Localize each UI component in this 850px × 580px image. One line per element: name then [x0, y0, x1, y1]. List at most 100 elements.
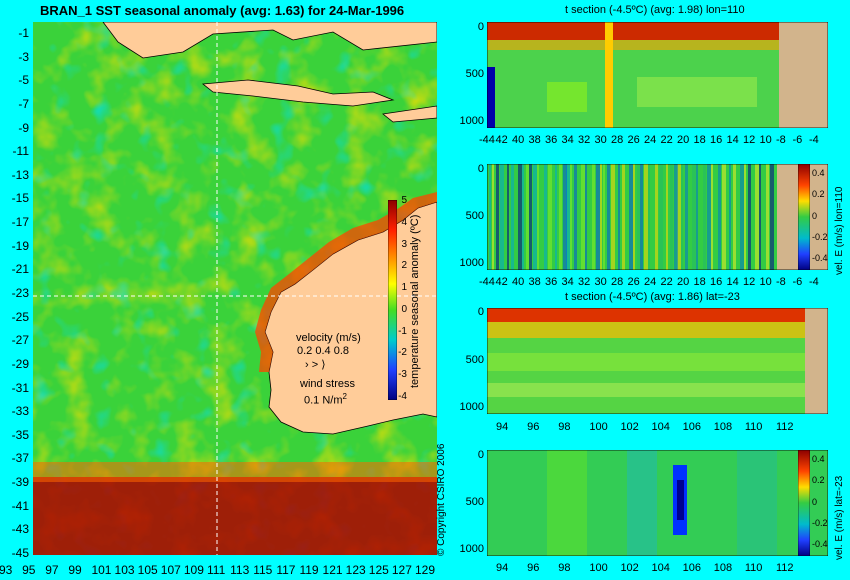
vel-stripe	[537, 164, 539, 270]
map-colorbar-tick: 1	[401, 282, 407, 294]
wind-stress-value: 0.1 N/m2	[304, 392, 347, 407]
map-lon-tick: 111	[207, 563, 226, 577]
section-xtick: -4	[809, 276, 819, 288]
map-lat-tick: -3	[18, 49, 29, 64]
section-xtick: 104	[651, 421, 670, 433]
vel-stripe	[770, 164, 774, 270]
section-xtick: 24	[644, 276, 657, 288]
vel-colorbar-tick: 0.2	[812, 189, 825, 200]
map-southern-transition	[33, 462, 437, 482]
section-xtick: 14	[726, 134, 739, 146]
vel-stripe	[492, 164, 494, 270]
map-lon-tick: 123	[345, 563, 366, 577]
map-lat-tick: -25	[11, 309, 29, 324]
section-xtick: 94	[496, 562, 509, 574]
vel-stripe	[533, 164, 537, 270]
map-colorbar	[388, 200, 397, 400]
vel-colorbar-tick: -0.2	[812, 517, 828, 528]
vel-stripe	[507, 164, 509, 270]
map-southern-warm-band	[33, 477, 437, 555]
section-xtick: -6	[792, 134, 803, 146]
map-lon-tick: 103	[114, 563, 135, 577]
section-xtick: 96	[527, 562, 540, 574]
section-xtick: 26	[627, 134, 640, 146]
section-xtick: 16	[710, 134, 723, 146]
vel-stripe	[574, 164, 577, 270]
section-xtick: -44	[479, 134, 495, 146]
section-xtick: 30	[594, 134, 607, 146]
sst-anomaly-map	[33, 22, 437, 555]
map-lon-tick: 107	[160, 563, 181, 577]
map-lat-tick: -13	[11, 167, 29, 182]
vel-colorbar-tick: 0	[812, 496, 818, 507]
section-xtick: 28	[611, 276, 624, 288]
map-land-timor	[382, 105, 437, 123]
map-lat-tick: -11	[12, 144, 29, 159]
section-ytick: 500	[465, 496, 484, 508]
vel-stripe	[755, 164, 759, 270]
vel-stripe	[629, 164, 633, 270]
section-xtick: 110	[744, 562, 763, 574]
section-ytick: 500	[465, 68, 484, 80]
vel-colorbar-tick: 0.2	[812, 475, 825, 486]
vel-lat-colorbar	[798, 450, 810, 556]
section-xtick: 42	[495, 276, 508, 288]
map-lat-tick: -37	[11, 451, 29, 466]
section-xtick: -4	[809, 134, 819, 146]
section-ytick: 500	[465, 210, 484, 222]
section-xtick: 10	[759, 276, 772, 288]
section-xtick: 36	[545, 276, 558, 288]
map-colorbar-tick: -4	[398, 391, 407, 402]
map-lat-tick: -7	[18, 96, 29, 111]
map-colorbar-tick: -3	[398, 369, 407, 381]
vel-stripe	[740, 164, 744, 270]
map-lon-tick: 115	[253, 563, 273, 577]
map-lon-tick: 121	[322, 563, 343, 577]
map-land-indonesia	[102, 22, 437, 59]
section-xtick: 42	[495, 134, 508, 146]
vel-colorbar-tick: 0.4	[812, 168, 825, 178]
map-lon-tick: 97	[45, 563, 59, 577]
vel-stripe	[674, 164, 678, 270]
vel-stripe	[555, 164, 557, 270]
map-lon-tick: 113	[230, 563, 250, 577]
map-colorbar-tick: 3	[401, 238, 407, 250]
section-vel-lat-plot	[487, 450, 828, 556]
section-xtick: -6	[792, 276, 803, 288]
vel-stripe	[548, 164, 552, 270]
section-ytick: 0	[477, 449, 484, 461]
section-xtick: 18	[693, 276, 706, 288]
section-xtick: 102	[620, 421, 639, 433]
vel-stripe	[640, 164, 643, 270]
section-xtick: 112	[776, 562, 794, 574]
map-lat-tick: -9	[18, 120, 29, 135]
section-xtick: 38	[528, 134, 541, 146]
section-temp-lon-title: t section (-4.5ºC) (avg: 1.98) lon=110	[565, 4, 745, 16]
map-lat-tick: -23	[11, 286, 29, 300]
section-xtick: 100	[589, 421, 608, 433]
vel-stripe	[666, 164, 668, 270]
section-xtick: 32	[578, 276, 591, 288]
vel-stripe	[563, 164, 567, 270]
vel-colorbar-tick: -0.2	[812, 231, 828, 242]
map-colorbar-tick: -2	[398, 347, 407, 359]
vel-stripe	[670, 164, 673, 270]
map-lon-tick: 129	[415, 563, 436, 577]
vel-stripe	[566, 164, 570, 270]
velocity-arrows: › > ⟩	[305, 359, 326, 371]
vel-stripe	[618, 164, 620, 270]
vel-colorbar-tick: 0	[812, 210, 818, 221]
vel-stripe	[655, 164, 658, 270]
map-lon-tick: 99	[68, 563, 82, 577]
velocity-values: 0.2 0.4 0.8	[297, 345, 349, 357]
map-colorbar-tick: -1	[398, 325, 407, 337]
vel-stripe	[759, 164, 761, 270]
section-xtick: 24	[644, 134, 657, 146]
map-coastal-warm-current	[255, 192, 437, 372]
vel-stripe	[585, 164, 587, 270]
vel-stripe	[718, 164, 721, 270]
vel-stripe	[659, 164, 663, 270]
map-lat-tick: -27	[11, 333, 29, 348]
map-colorbar-tick: 2	[401, 260, 407, 272]
section-xtick: 38	[528, 276, 541, 288]
